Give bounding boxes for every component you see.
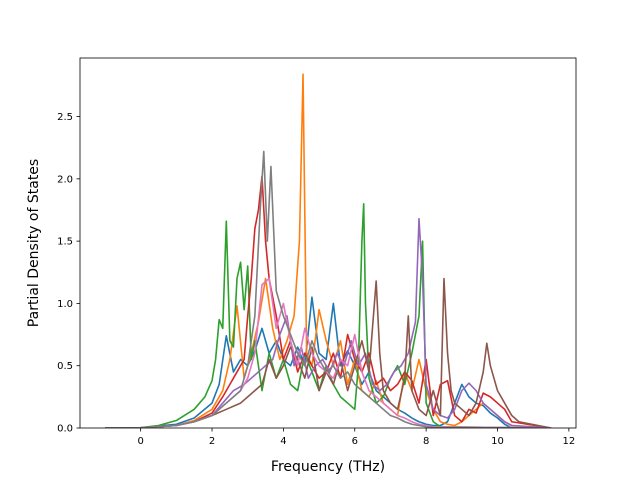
x-tick-label: 12 — [562, 436, 575, 447]
plot-frame — [79, 57, 577, 429]
y-tick-label: 2.0 — [57, 174, 73, 185]
series-line-5 — [104, 217, 552, 428]
x-axis-label: Frequency (THz) — [271, 459, 385, 475]
x-tick-label: 8 — [423, 436, 429, 447]
x-tick-label: 4 — [280, 436, 286, 447]
x-tick-label: 6 — [352, 436, 358, 447]
series-layer — [104, 73, 552, 428]
y-axis-label: Partial Density of States — [26, 159, 42, 327]
y-tick-label: 0.5 — [57, 361, 73, 372]
y-tick-label: 0.0 — [57, 424, 73, 435]
series-line-1 — [104, 296, 552, 428]
y-tick-label: 1.5 — [57, 237, 73, 248]
x-tick-label: 0 — [137, 436, 143, 447]
x-tick-label: 10 — [491, 436, 504, 447]
y-axis: 0.0 0.5 1.0 1.5 2.0 2.5 — [57, 112, 80, 435]
x-axis: 0 2 4 6 8 10 12 — [137, 428, 575, 447]
x-tick-label: 2 — [209, 436, 215, 447]
series-line-6 — [104, 277, 552, 428]
series-line-8 — [104, 150, 552, 428]
y-tick-label: 2.5 — [57, 112, 73, 123]
y-tick-label: 1.0 — [57, 299, 73, 310]
